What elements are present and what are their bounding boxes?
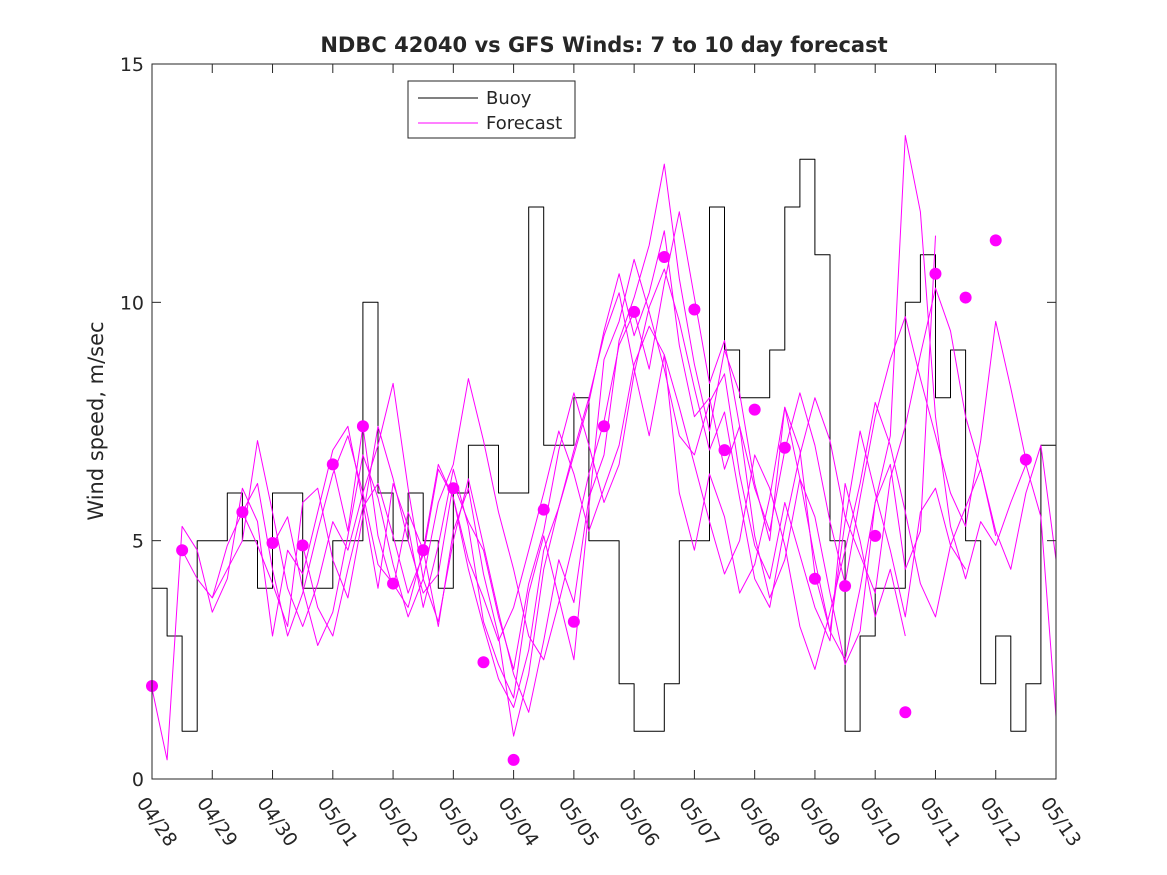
forecast-series-line bbox=[332, 135, 1056, 737]
forecast-series-line bbox=[302, 325, 1056, 670]
forecast-marker bbox=[387, 577, 400, 590]
forecast-marker bbox=[778, 441, 791, 454]
y-tick-label: 10 bbox=[120, 292, 144, 314]
plot-frame bbox=[151, 63, 1057, 780]
forecast-marker bbox=[839, 579, 852, 592]
forecast-marker bbox=[658, 251, 671, 264]
x-tick-label: 04/29 bbox=[192, 793, 241, 850]
forecast-marker bbox=[356, 420, 369, 433]
x-tick-label: 05/12 bbox=[976, 793, 1025, 850]
y-tick-label: 15 bbox=[120, 54, 144, 76]
y-tick-label: 5 bbox=[132, 531, 144, 553]
x-tick-label: 05/02 bbox=[373, 793, 422, 850]
legend-buoy-label: Buoy bbox=[486, 88, 532, 109]
buoy-series-line bbox=[152, 158, 1056, 732]
forecast-marker bbox=[808, 572, 821, 585]
x-tick-label: 05/01 bbox=[313, 793, 362, 850]
forecast-marker bbox=[869, 529, 882, 542]
forecast-marker bbox=[688, 303, 701, 316]
forecast-marker bbox=[899, 706, 912, 719]
x-tick-label: 05/11 bbox=[915, 793, 964, 850]
forecast-marker bbox=[718, 444, 731, 457]
x-tick-label: 04/28 bbox=[132, 793, 181, 850]
forecast-marker bbox=[959, 291, 972, 304]
x-tick-label: 05/07 bbox=[674, 793, 723, 850]
forecast-series-line bbox=[181, 230, 936, 708]
forecast-marker bbox=[266, 537, 279, 550]
forecast-marker bbox=[447, 482, 460, 495]
legend-forecast-label: Forecast bbox=[486, 113, 562, 134]
legend: Buoy Forecast bbox=[407, 80, 576, 139]
x-tick-label: 05/04 bbox=[494, 793, 543, 850]
forecast-marker bbox=[567, 615, 580, 628]
x-tick-label: 05/09 bbox=[795, 793, 844, 850]
forecast-marker bbox=[477, 656, 490, 669]
series-layer bbox=[152, 135, 1056, 761]
x-tick-label: 05/08 bbox=[735, 793, 784, 850]
forecast-marker bbox=[929, 267, 942, 280]
y-axis-label: Wind speed, m/sec bbox=[84, 321, 108, 520]
forecast-series-line bbox=[241, 268, 997, 670]
forecast-marker bbox=[748, 403, 761, 416]
forecast-marker bbox=[417, 544, 430, 557]
forecast-marker bbox=[236, 506, 249, 519]
x-tick-label: 05/10 bbox=[855, 793, 904, 850]
forecast-marker bbox=[537, 503, 550, 516]
x-tick-label: 05/06 bbox=[614, 793, 663, 850]
x-tick-label: 05/05 bbox=[554, 793, 603, 850]
forecast-marker bbox=[176, 544, 189, 557]
forecast-marker bbox=[296, 539, 309, 552]
y-tick-label: 0 bbox=[132, 769, 144, 791]
x-tick-label: 05/13 bbox=[1036, 793, 1085, 850]
chart-title: NDBC 42040 vs GFS Winds: 7 to 10 day for… bbox=[320, 33, 887, 57]
legend-box bbox=[407, 80, 576, 139]
x-tick-label: 04/30 bbox=[252, 793, 301, 850]
forecast-marker bbox=[507, 753, 520, 766]
forecast-marker bbox=[1019, 453, 1032, 466]
x-tick-label: 05/03 bbox=[433, 793, 482, 850]
forecast-series-line bbox=[211, 163, 967, 713]
forecast-marker bbox=[989, 234, 1002, 247]
forecast-marker bbox=[326, 458, 339, 471]
forecast-marker bbox=[628, 305, 641, 318]
forecast-marker bbox=[598, 420, 610, 433]
